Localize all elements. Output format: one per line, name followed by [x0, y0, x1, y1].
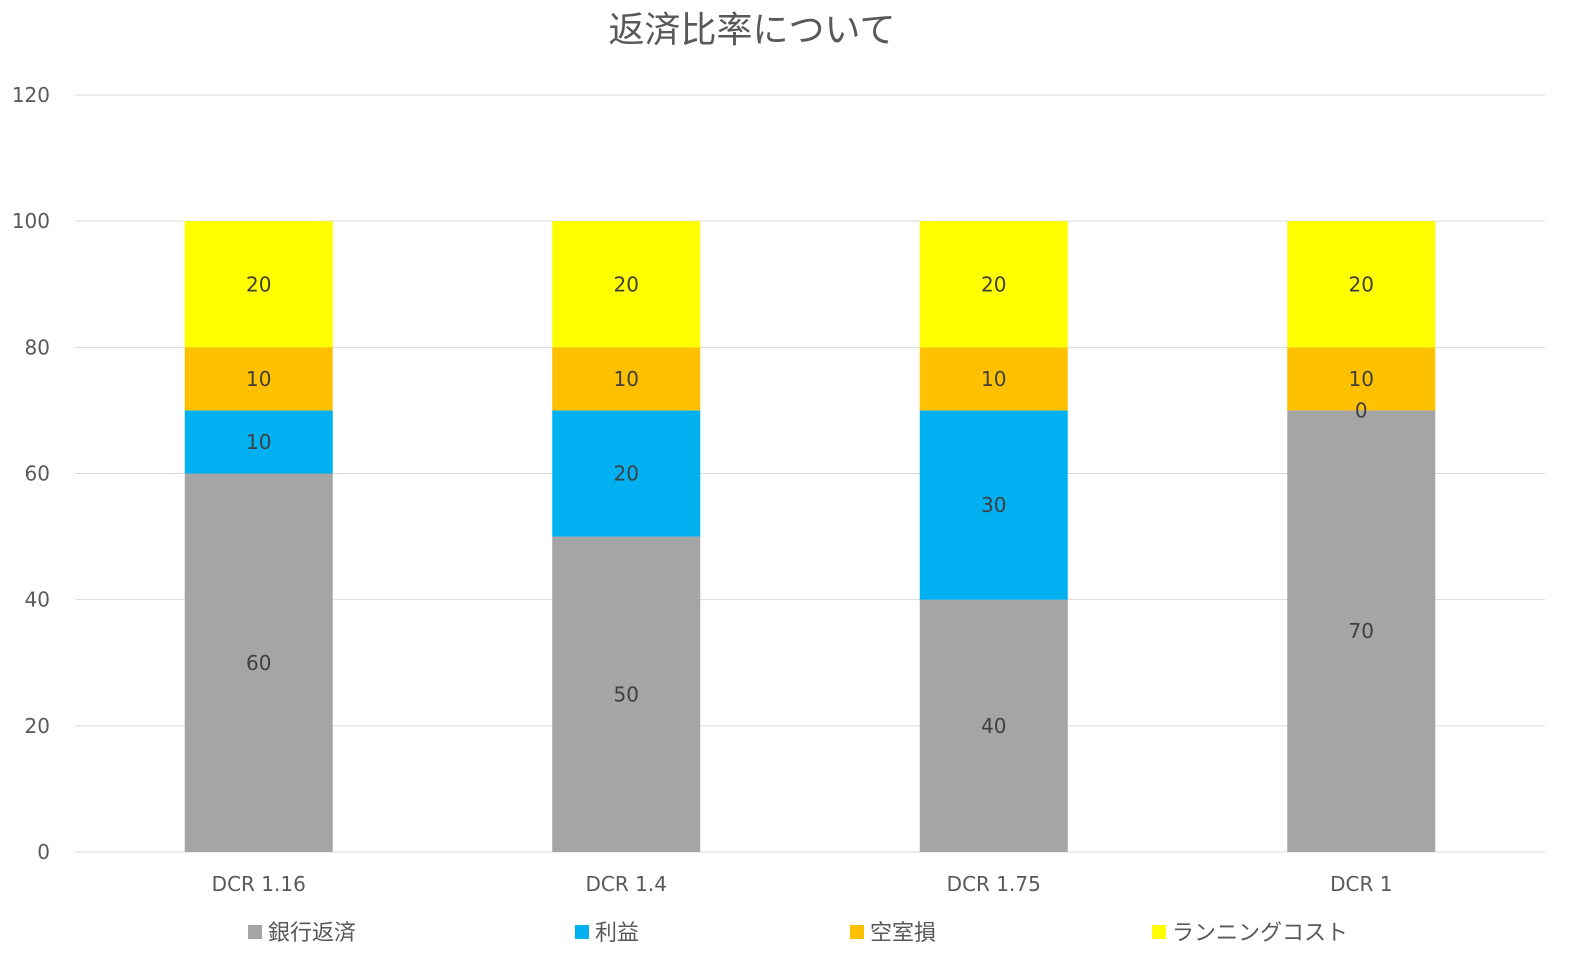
y-tick-label: 100 [12, 209, 50, 233]
y-tick-label: 120 [12, 83, 50, 107]
legend-swatch [850, 925, 864, 939]
bar-segment [184, 221, 333, 348]
data-label: 10 [246, 367, 271, 391]
legend-label: 銀行返済 [268, 921, 356, 946]
chart-title: 返済比率について [609, 10, 896, 51]
bar-segment [552, 347, 701, 411]
bar-segment [1287, 221, 1436, 348]
data-label: 20 [614, 272, 639, 296]
bar-segment [919, 347, 1068, 411]
x-category-label: DCR 1.16 [212, 872, 306, 896]
legend-swatch [1152, 925, 1166, 939]
data-label: 40 [981, 714, 1006, 738]
data-label: 20 [1349, 272, 1374, 296]
data-label: 10 [614, 367, 639, 391]
legend-label: ランニングコスト [1172, 921, 1348, 946]
data-label: 10 [981, 367, 1006, 391]
data-label: 30 [981, 493, 1006, 517]
y-tick-label: 80 [25, 335, 50, 359]
legend-swatch [575, 925, 589, 939]
x-category-label: DCR 1.75 [947, 872, 1041, 896]
bar-segment [184, 347, 333, 411]
y-tick-label: 60 [25, 462, 50, 486]
data-label: 0 [1355, 398, 1368, 422]
data-label: 20 [246, 272, 271, 296]
legend-layer: 銀行返済 利益 空室損 ランニングコスト [248, 921, 1348, 946]
bar-segment [919, 410, 1068, 600]
y-tick-label: 0 [37, 840, 50, 864]
data-label: 60 [246, 651, 271, 675]
data-label: 10 [1349, 367, 1374, 391]
legend-label: 利益 [595, 921, 639, 946]
bar-segment [552, 221, 701, 348]
bar-segment [552, 410, 701, 537]
bar-segment [184, 410, 333, 474]
data-label: 10 [246, 430, 271, 454]
bar-segment [1287, 347, 1436, 411]
data-label: 50 [614, 682, 639, 706]
bar-segment [184, 473, 333, 852]
labels-layer: 60 10 10 20 50 20 10 20 40 30 10 20 70 0 10 20 [246, 272, 1374, 738]
bar-segment [919, 221, 1068, 348]
data-label: 20 [614, 462, 639, 486]
y-tick-label: 40 [25, 588, 50, 612]
bars-layer [184, 221, 1436, 852]
bar-segment [1287, 410, 1436, 852]
legend-swatch [248, 925, 262, 939]
legend-label: 空室損 [870, 921, 936, 946]
bar-segment [552, 536, 701, 852]
data-label: 20 [981, 272, 1006, 296]
bar-segment [919, 599, 1068, 852]
data-label: 70 [1349, 619, 1374, 643]
y-tick-label: 20 [25, 714, 50, 738]
x-category-label: DCR 1.4 [586, 872, 667, 896]
x-category-label: DCR 1 [1330, 872, 1392, 896]
